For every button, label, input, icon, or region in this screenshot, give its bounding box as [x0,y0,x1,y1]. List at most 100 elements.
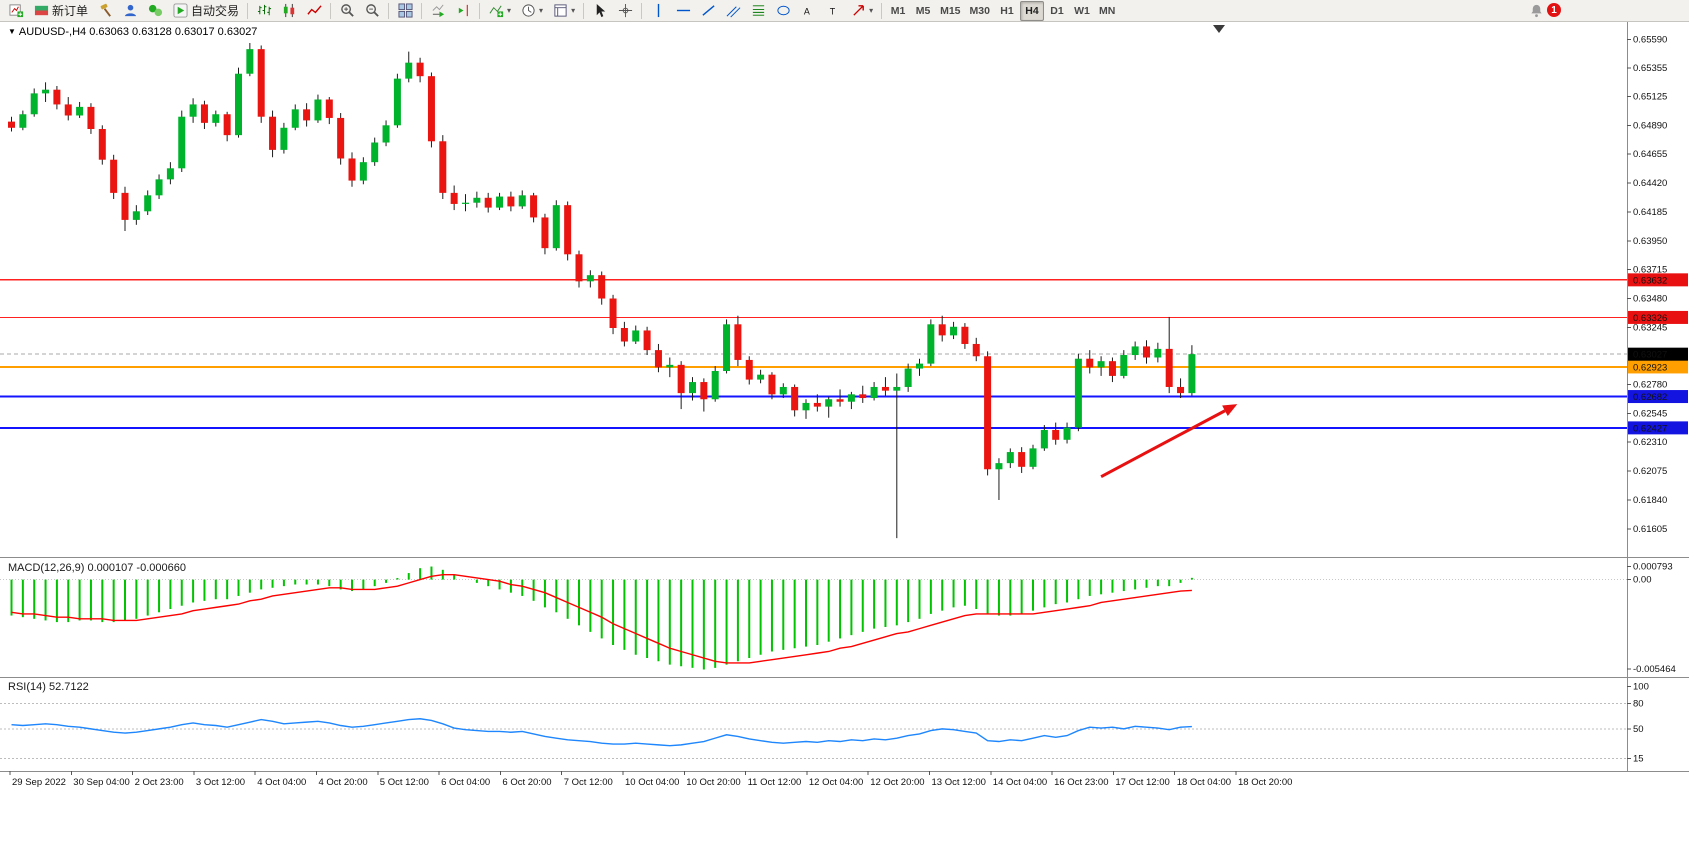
trend-arrow-object[interactable] [1100,404,1238,478]
timeframe-m1[interactable]: M1 [886,1,910,21]
candle-body [757,374,765,380]
bar-chart-button[interactable] [252,1,276,21]
line-chart-button[interactable] [302,1,326,21]
new-order-button[interactable]: 新订单 [29,1,92,21]
candle-body [303,109,311,121]
candle-body [1006,452,1014,464]
arrow-objects-button[interactable]: ▾ [846,1,877,21]
candle-body [189,104,197,117]
crosshair-button[interactable] [613,1,637,21]
dropdown-arrow-icon: ▾ [869,6,874,15]
candle-body [144,195,152,212]
candle-body [291,109,299,128]
timeframe-h4[interactable]: H4 [1019,0,1044,21]
toolbar-separator [641,2,643,19]
chart-menu-icon[interactable]: ▼ [8,27,16,36]
candle-body [779,386,787,395]
text-label-button[interactable]: T [821,1,845,21]
text-button[interactable]: A [796,1,820,21]
time-label: 5 Oct 12:00 [380,777,429,788]
time-label: 18 Oct 04:00 [1177,777,1231,788]
price-axis[interactable]: 0.65590 0.65355 0.65125 0.64890 0.64655 0.644… [1627,34,1688,535]
macd-axis[interactable]: 0.000793 0.00 -0.005464 [1627,562,1676,675]
candle-body [269,116,277,150]
y-tick-label: 0.62075 [1633,466,1667,477]
line-chart-icon [306,3,322,19]
candle-body [893,386,901,391]
candle-body [257,49,265,117]
price-chip-label: 0.62682 [1633,392,1667,403]
equidistant-channel-button[interactable] [721,1,745,21]
zoom-in-button[interactable] [335,1,359,21]
vertical-line-button[interactable] [646,1,670,21]
candle-body [64,104,72,116]
periods-button[interactable]: ▾ [516,1,547,21]
cursor-button[interactable] [588,1,612,21]
timeframe-w1[interactable]: W1 [1070,1,1094,21]
timeframe-m15[interactable]: M15 [936,1,964,21]
templates-button[interactable]: ▾ [548,1,579,21]
rsi-axis[interactable]: 100 80 50 15 [1627,682,1649,765]
toolbar: 新订单 自动交易 ▾ ▾ ▾ A T ▾ M1 M5 M15 M30 H1 H4 D1 W1 MN [0,0,1689,22]
time-label: 10 Oct 04:00 [625,777,679,788]
trendline-button[interactable] [696,1,720,21]
trend-arrow-line[interactable] [1100,409,1226,478]
timeframe-m30[interactable]: M30 [966,1,994,21]
rsi-indicator-label: RSI(14) 52.7122 [8,681,89,693]
autotrading-button[interactable]: 自动交易 [168,1,243,21]
chart-header: ▼ AUDUSD-,H4 0.63063 0.63128 0.63017 0.63… [8,26,257,38]
candle-body [745,359,753,380]
chart-shift-button[interactable] [451,1,475,21]
notifications[interactable]: 1 [1528,2,1561,18]
candle-body [689,382,696,394]
time-label: 3 Oct 12:00 [196,777,245,788]
candle-body [235,73,242,136]
market-watch-button[interactable] [143,1,167,21]
accounts-button[interactable] [118,1,142,21]
time-label: 4 Oct 20:00 [319,777,368,788]
candle-body [473,197,481,203]
new-order-icon [33,3,49,19]
candle-body [927,324,935,364]
y-tick-label: 0.62545 [1633,408,1667,419]
tile-windows-button[interactable] [393,1,417,21]
market-watch-icon [147,3,163,19]
indicators-button[interactable]: ▾ [484,1,515,21]
y-tick-label: 15 [1633,753,1644,764]
metaeditor-button[interactable] [93,1,117,21]
channel-icon [725,3,741,19]
auto-scroll-button[interactable] [426,1,450,21]
timeframe-mn[interactable]: MN [1095,1,1119,21]
timeframe-m5[interactable]: M5 [911,1,935,21]
shapes-button[interactable] [771,1,795,21]
trend-arrow-head[interactable] [1222,404,1238,417]
candle-body [314,99,322,121]
timeframe-d1[interactable]: D1 [1045,1,1069,21]
dropdown-arrow-icon: ▾ [571,6,576,15]
candle-body [110,159,118,193]
dropdown-arrow-icon: ▾ [539,6,544,15]
new-chart-button[interactable] [4,1,28,21]
candle-body [813,402,821,407]
candlestick-chart-button[interactable] [277,1,301,21]
horizontal-line-button[interactable] [671,1,695,21]
fibo-icon [750,3,766,19]
candle-body [200,104,208,123]
y-tick-label: 0.63245 [1633,322,1667,333]
candle-body [609,298,617,329]
candle-body [632,330,640,342]
toolbar-separator [330,2,332,19]
y-tick-label: 100 [1633,682,1649,693]
price-line-objects[interactable] [0,279,1627,429]
timeframe-h1[interactable]: H1 [995,1,1019,21]
candle-body [462,202,469,204]
fibonacci-button[interactable] [746,1,770,21]
zoom-out-button[interactable] [360,1,384,21]
y-tick-label: 0.00 [1633,575,1652,586]
time-axis[interactable]: 29 Sep 2022 30 Sep 04:00 2 Oct 23:00 3 Oct … [9,771,1292,788]
candle-body [427,76,435,142]
candle-body [1040,429,1048,449]
panel-separators[interactable] [0,557,1689,772]
chart-shift-marker[interactable] [1213,25,1225,33]
